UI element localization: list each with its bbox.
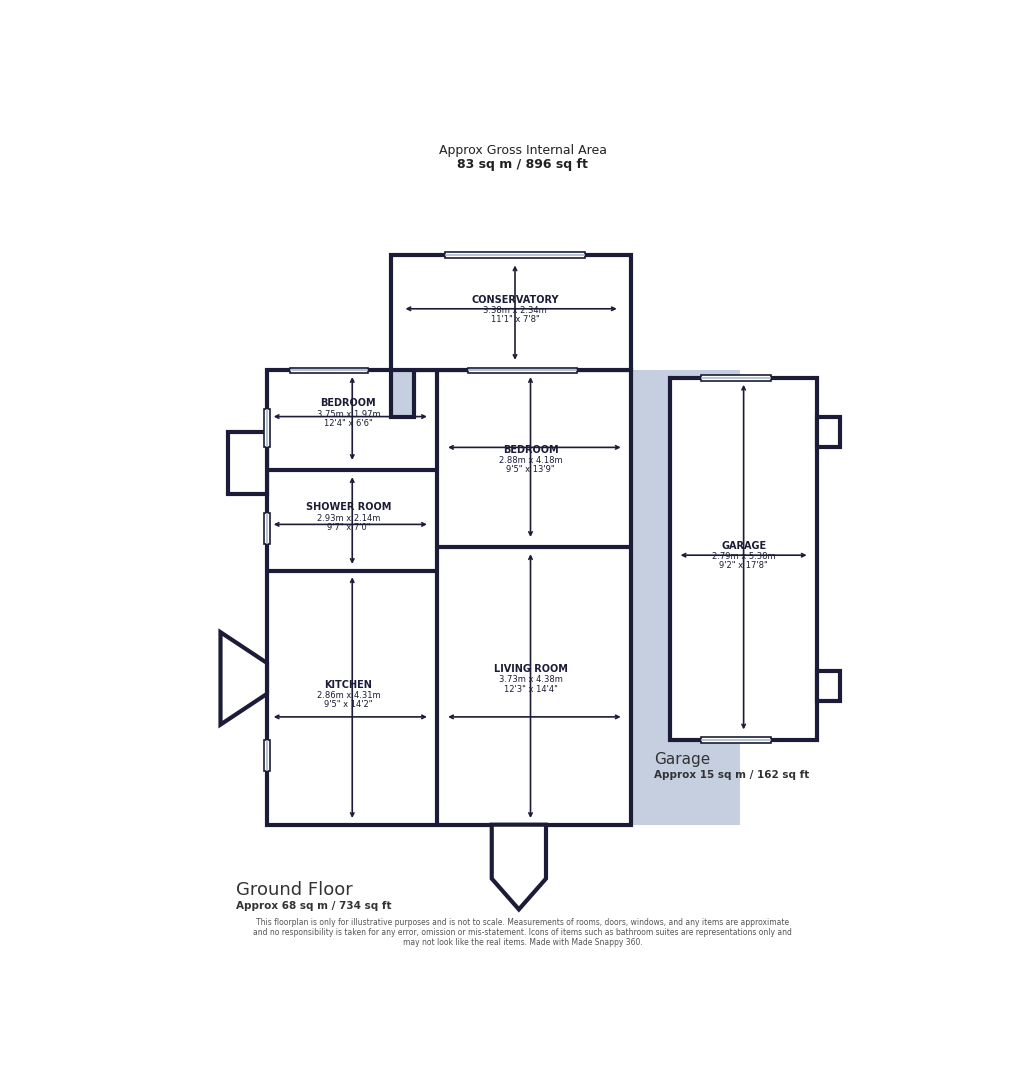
Bar xyxy=(290,368,368,373)
Bar xyxy=(700,738,770,743)
Text: KITCHEN: KITCHEN xyxy=(324,680,372,690)
Text: Garage: Garage xyxy=(654,752,710,767)
Text: 2.86m x 4.31m: 2.86m x 4.31m xyxy=(316,691,380,699)
Text: Approx Gross Internal Area: Approx Gross Internal Area xyxy=(438,144,606,157)
Bar xyxy=(390,255,631,370)
Text: BEDROOM: BEDROOM xyxy=(502,445,557,455)
Text: 3.38m x 2.34m: 3.38m x 2.34m xyxy=(483,305,546,315)
Text: Ground Floor: Ground Floor xyxy=(235,882,353,899)
Text: GARAGE: GARAGE xyxy=(720,541,765,551)
Bar xyxy=(700,375,770,381)
Bar xyxy=(264,740,269,770)
Text: 9'2" x 17'8": 9'2" x 17'8" xyxy=(718,562,767,571)
Polygon shape xyxy=(228,432,267,493)
Polygon shape xyxy=(816,671,840,702)
Text: 2.79m x 5.38m: 2.79m x 5.38m xyxy=(711,552,774,561)
Bar xyxy=(468,368,577,373)
Bar xyxy=(264,409,269,447)
Text: Approx 68 sq m / 734 sq ft: Approx 68 sq m / 734 sq ft xyxy=(235,900,391,911)
Text: 3.73m x 4.38m: 3.73m x 4.38m xyxy=(498,675,561,684)
Text: Approx 15 sq m / 162 sq ft: Approx 15 sq m / 162 sq ft xyxy=(654,769,809,780)
Text: 12'4" x 6'6": 12'4" x 6'6" xyxy=(324,419,372,428)
Text: 83 sq m / 896 sq ft: 83 sq m / 896 sq ft xyxy=(457,157,588,170)
Polygon shape xyxy=(267,370,739,825)
Bar xyxy=(669,379,816,740)
Polygon shape xyxy=(491,825,545,910)
Text: 3.75m x 1.97m: 3.75m x 1.97m xyxy=(316,410,380,419)
Polygon shape xyxy=(816,417,840,447)
Text: LIVING ROOM: LIVING ROOM xyxy=(493,664,567,674)
Text: 11'1" x 7'8": 11'1" x 7'8" xyxy=(490,315,539,324)
Text: BEDROOM: BEDROOM xyxy=(320,398,376,408)
Polygon shape xyxy=(267,370,631,825)
Text: SHOWER ROOM: SHOWER ROOM xyxy=(306,503,390,513)
Bar xyxy=(264,513,269,543)
Text: This floorplan is only for illustrative purposes and is not to scale. Measuremen: This floorplan is only for illustrative … xyxy=(253,918,792,947)
Text: CONSERVATORY: CONSERVATORY xyxy=(471,295,558,304)
Polygon shape xyxy=(267,370,631,825)
Text: 9'5" x 13'9": 9'5" x 13'9" xyxy=(505,465,554,475)
Text: 9'5" x 14'2": 9'5" x 14'2" xyxy=(324,700,372,709)
Text: 12'3" x 14'4": 12'3" x 14'4" xyxy=(503,685,557,694)
Text: 2.88m x 4.18m: 2.88m x 4.18m xyxy=(498,456,561,465)
Polygon shape xyxy=(220,632,267,724)
Text: 2.93m x 2.14m: 2.93m x 2.14m xyxy=(316,514,380,523)
Bar xyxy=(445,252,584,257)
Text: 9'7" x 7'0": 9'7" x 7'0" xyxy=(326,523,370,532)
